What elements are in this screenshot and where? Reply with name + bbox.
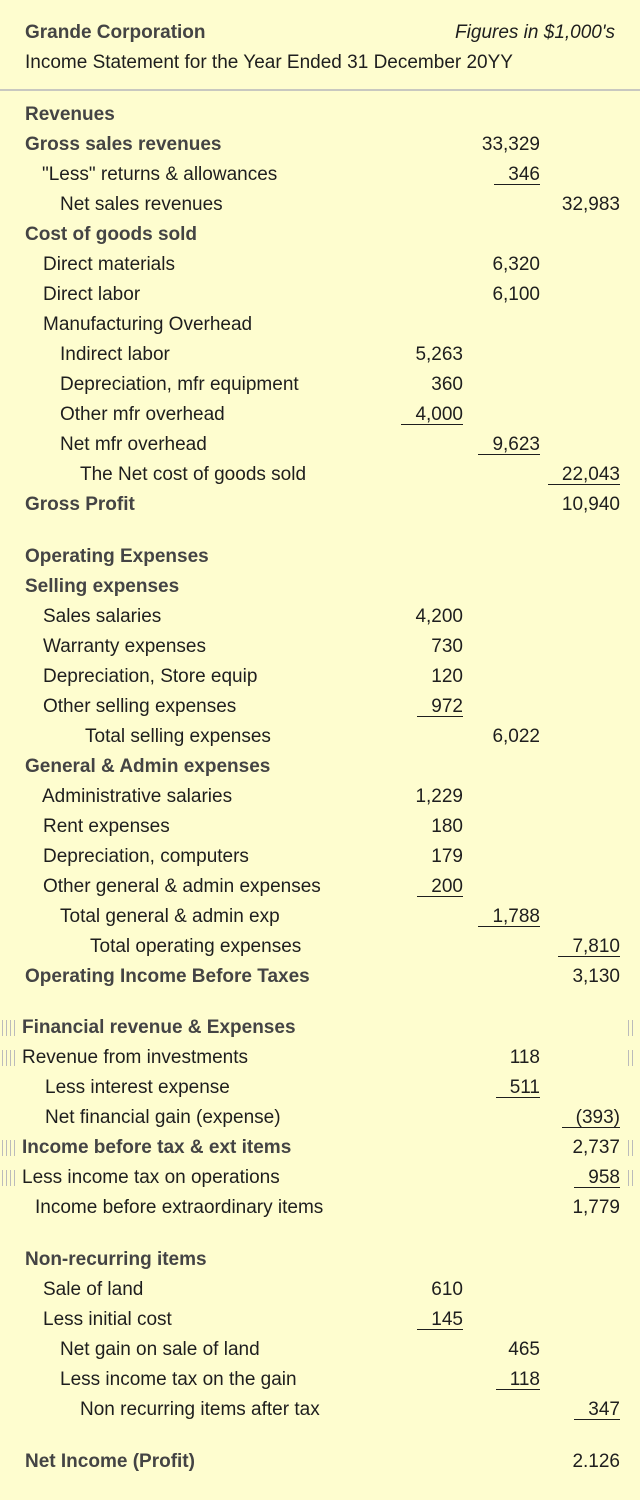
row-label: Net financial gain (expense) bbox=[45, 1107, 281, 1128]
divider bbox=[0, 89, 640, 91]
row-label: Other general & admin expenses bbox=[43, 876, 321, 897]
amount: 2,737 bbox=[572, 1137, 620, 1158]
row-label: Depreciation, Store equip bbox=[43, 666, 258, 687]
amount: 346 bbox=[494, 165, 540, 185]
amount: 118 bbox=[495, 1370, 540, 1390]
subtitle: Income Statement for the Year Ended 31 D… bbox=[25, 52, 513, 73]
section-label: Selling expenses bbox=[25, 576, 180, 597]
row-label: Net mfr overhead bbox=[60, 434, 207, 455]
row-label: Other mfr overhead bbox=[60, 404, 225, 425]
row-label: "Less" returns & allowances bbox=[42, 164, 278, 185]
row-label: Less income tax on operations bbox=[22, 1167, 280, 1188]
row-label: Other selling expenses bbox=[43, 696, 237, 717]
company: Grande Corporation bbox=[25, 22, 206, 43]
row-label: Non recurring items after tax bbox=[80, 1399, 320, 1420]
amount: 3,130 bbox=[572, 966, 620, 987]
row-label: Total general & admin exp bbox=[60, 906, 280, 927]
row-label: Sales salaries bbox=[43, 606, 162, 627]
amount: 972 bbox=[417, 697, 463, 717]
section-label: General & Admin expenses bbox=[25, 756, 271, 777]
row-label: Manufacturing Overhead bbox=[43, 314, 253, 335]
section-label: Non-recurring items bbox=[25, 1249, 207, 1270]
section-label: Gross Profit bbox=[25, 494, 135, 515]
row-marker bbox=[2, 1020, 16, 1036]
row-label: Net sales revenues bbox=[60, 194, 223, 215]
section-label: Operating Expenses bbox=[25, 546, 209, 567]
row-label: Sale of land bbox=[43, 1279, 144, 1300]
row-marker bbox=[628, 1140, 634, 1156]
amount: 2.126 bbox=[572, 1451, 620, 1472]
row-marker bbox=[2, 1050, 16, 1066]
amount: 6,100 bbox=[492, 284, 540, 305]
section-label: Gross sales revenues bbox=[25, 134, 222, 155]
amount: 6,320 bbox=[492, 254, 540, 275]
amount: 179 bbox=[431, 846, 463, 867]
amount: 180 bbox=[431, 816, 463, 837]
row-label: The Net cost of goods sold bbox=[80, 464, 307, 485]
section-label: Net Income (Profit) bbox=[25, 1451, 195, 1472]
amount: 610 bbox=[431, 1279, 463, 1300]
amount: 1,779 bbox=[572, 1197, 620, 1218]
row-label: Total operating expenses bbox=[90, 936, 302, 957]
row-label: Direct materials bbox=[43, 254, 175, 275]
amount: 9,623 bbox=[478, 435, 540, 455]
section-label: Financial revenue & Expenses bbox=[22, 1017, 296, 1038]
row-marker bbox=[628, 1170, 634, 1186]
amount: 118 bbox=[509, 1047, 540, 1068]
amount: 33,329 bbox=[481, 134, 540, 155]
row-label: Less interest expense bbox=[45, 1077, 230, 1098]
row-marker bbox=[2, 1170, 16, 1186]
amount: 1,229 bbox=[415, 786, 463, 807]
row-label: Total selling expenses bbox=[85, 726, 271, 747]
row-label: Indirect labor bbox=[60, 344, 170, 365]
amount: 120 bbox=[431, 666, 463, 687]
row-label: Direct labor bbox=[43, 284, 141, 305]
amount: (393) bbox=[561, 1108, 620, 1128]
amount: 4,000 bbox=[401, 405, 463, 425]
amount: 730 bbox=[431, 636, 463, 657]
row-label: Rent expenses bbox=[43, 816, 170, 837]
amount: 200 bbox=[417, 877, 463, 897]
amount: 511 bbox=[495, 1078, 540, 1098]
amount: 347 bbox=[574, 1400, 620, 1420]
row-label: Net gain on sale of land bbox=[60, 1339, 260, 1360]
row-label: Depreciation, mfr equipment bbox=[60, 374, 299, 395]
section-label: Cost of goods sold bbox=[25, 224, 198, 245]
row-marker bbox=[628, 1020, 634, 1036]
amount: 22,043 bbox=[547, 465, 620, 485]
amount: 360 bbox=[431, 374, 463, 395]
amount: 6,022 bbox=[492, 726, 540, 747]
amount: 7,810 bbox=[558, 937, 620, 957]
amount: 4,200 bbox=[415, 606, 463, 627]
amount: 465 bbox=[508, 1339, 540, 1360]
row-label: Income before extraordinary items bbox=[35, 1197, 324, 1218]
row-label: Less income tax on the gain bbox=[60, 1369, 297, 1390]
amount: 5,263 bbox=[415, 344, 463, 365]
row-marker bbox=[628, 1050, 634, 1066]
row-label: Revenue from investments bbox=[22, 1047, 248, 1068]
row-marker bbox=[2, 1140, 16, 1156]
section-label: Revenues bbox=[25, 104, 115, 125]
row-label: Administrative salaries bbox=[42, 786, 233, 807]
amount: 958 bbox=[574, 1168, 620, 1188]
row-label: Warranty expenses bbox=[43, 636, 206, 657]
amount: 1,788 bbox=[478, 907, 540, 927]
figures-note: Figures in $1,000's bbox=[455, 22, 615, 43]
section-label: Income before tax & ext items bbox=[22, 1137, 292, 1158]
amount: 10,940 bbox=[561, 494, 620, 515]
row-label: Less initial cost bbox=[43, 1309, 172, 1330]
row-label: Depreciation, computers bbox=[43, 846, 249, 867]
amount: 32,983 bbox=[561, 194, 620, 215]
amount: 145 bbox=[417, 1310, 463, 1330]
section-label: Operating Income Before Taxes bbox=[25, 966, 310, 987]
